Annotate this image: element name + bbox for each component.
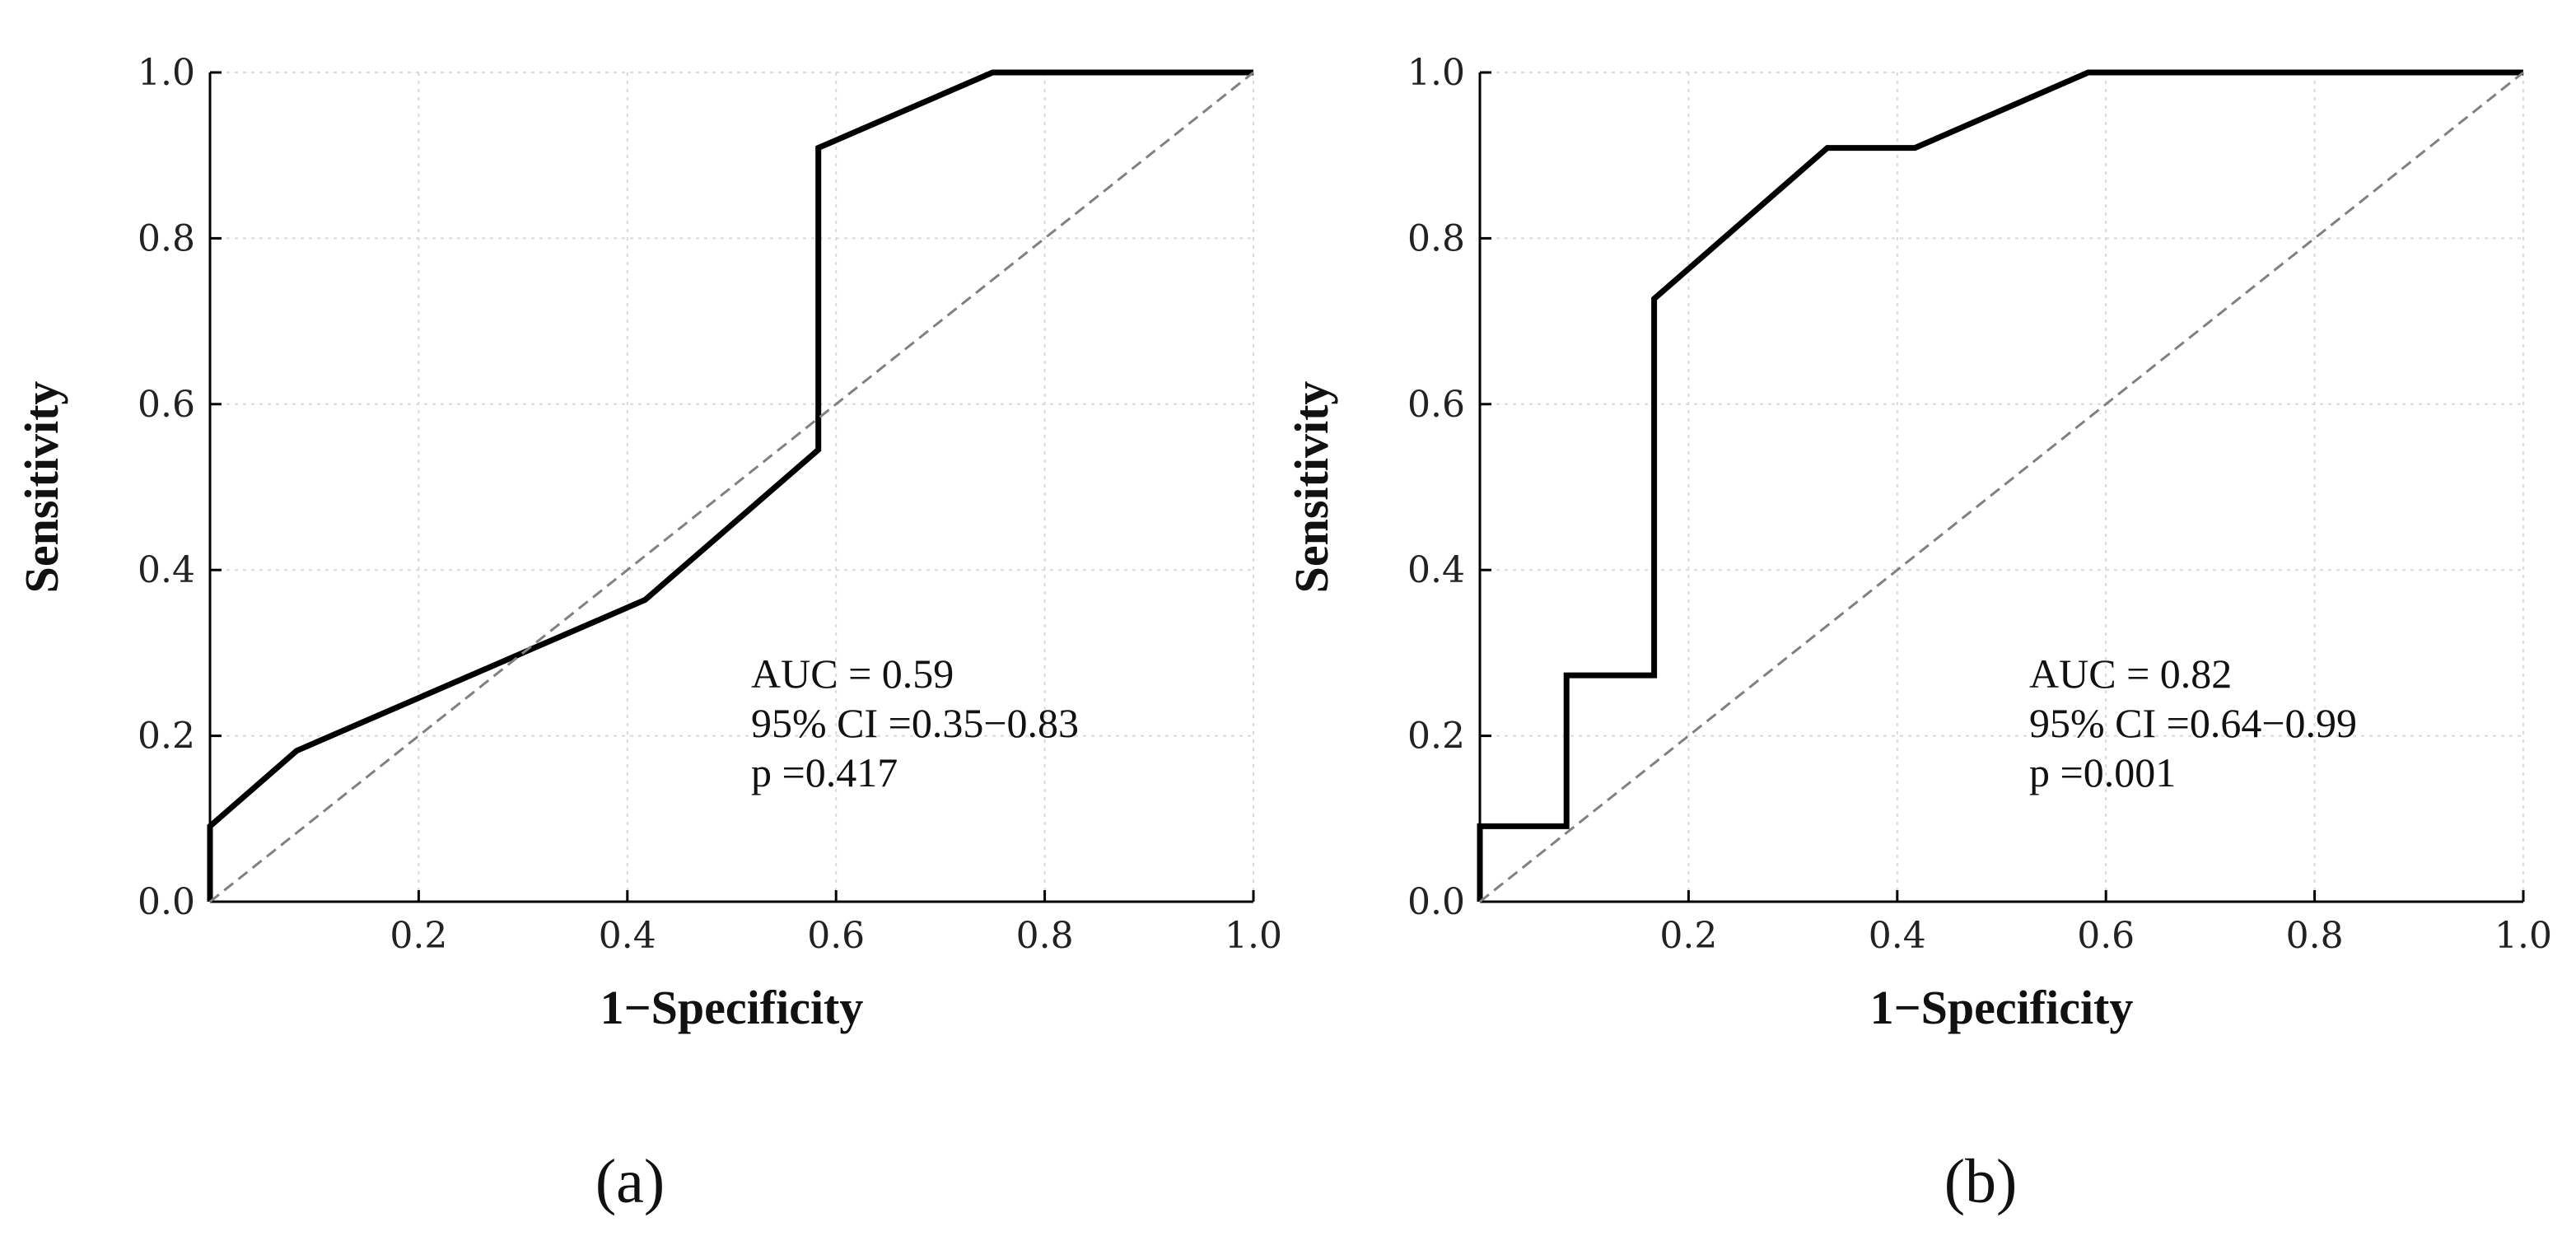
y-tick-label: 0.6 — [1407, 384, 1465, 426]
y-axis-label: Sensitivity — [1285, 381, 1338, 594]
panel-label: (a) — [595, 1147, 665, 1216]
y-tick-label: 0.0 — [1407, 881, 1465, 923]
y-tick-label: 0.0 — [138, 881, 195, 923]
x-axis-label: 1−Specificity — [600, 981, 864, 1034]
panel-label: (b) — [1944, 1147, 2018, 1216]
reference-diagonal-line — [1479, 71, 2524, 903]
x-tick-label: 1.0 — [2494, 915, 2552, 957]
panel-a: 0.2 0.4 0.6 0.8 1.0 0.0 0.2 0.4 0.6 0.8 1.0 1−Speci… — [15, 52, 1282, 1216]
y-axis-label: Sensitivity — [15, 381, 68, 594]
x-tick-label: 1.0 — [1225, 915, 1282, 957]
stats-annotation: AUC = 0.59 — [751, 651, 954, 697]
stats-annotation: 95% CI =0.35−0.83 — [751, 700, 1079, 746]
y-tick-label: 0.8 — [138, 217, 195, 259]
y-tick-label: 0.2 — [138, 716, 195, 758]
stats-annotation: p =0.001 — [2029, 749, 2176, 795]
y-tick-label: 1.0 — [138, 52, 195, 94]
y-tick-label: 0.4 — [138, 549, 195, 591]
y-tick-label: 0.2 — [1407, 716, 1465, 758]
stats-annotation: 95% CI =0.64−0.99 — [2029, 700, 2357, 746]
x-tick-label: 0.2 — [1659, 915, 1717, 957]
panel-b: 0.2 0.4 0.6 0.8 1.0 0.0 0.2 0.4 0.6 0.8 1.0 1−Speci… — [1285, 52, 2552, 1216]
reference-diagonal-line — [209, 71, 1254, 903]
x-tick-label: 0.4 — [599, 915, 656, 957]
roc-curve — [207, 69, 1253, 902]
y-tick-label: 1.0 — [1407, 52, 1465, 94]
y-tick-label: 0.6 — [138, 384, 195, 426]
stats-annotation: AUC = 0.82 — [2029, 651, 2232, 697]
x-tick-label: 0.8 — [2286, 915, 2344, 957]
x-tick-label: 0.6 — [807, 915, 865, 957]
x-tick-label: 0.4 — [1869, 915, 1926, 957]
x-tick-label: 0.2 — [390, 915, 447, 957]
roc-curve — [1477, 69, 2523, 902]
y-tick-label: 0.8 — [1407, 217, 1465, 259]
x-tick-label: 0.6 — [2077, 915, 2135, 957]
stats-annotation: p =0.417 — [751, 749, 898, 795]
y-tick-label: 0.4 — [1407, 549, 1465, 591]
x-tick-label: 0.8 — [1016, 915, 1074, 957]
x-axis-label: 1−Specificity — [1870, 981, 2134, 1034]
